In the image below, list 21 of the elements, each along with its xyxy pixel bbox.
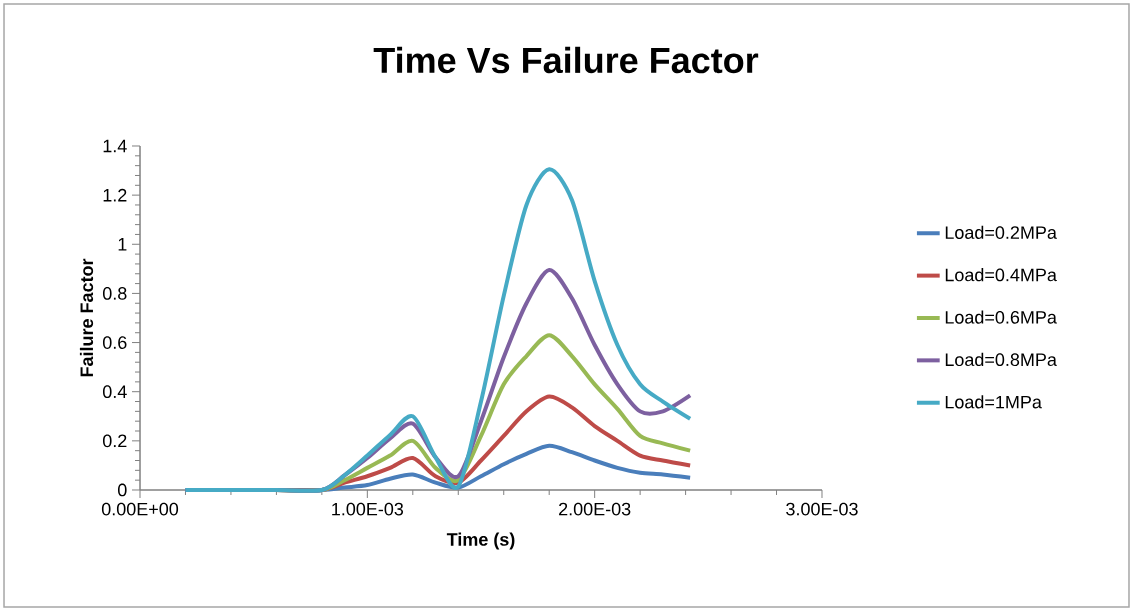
legend-label: Load=0.8MPa (945, 352, 1057, 367)
y-axis-title: Failure Factor (79, 258, 94, 377)
y-tick-label: 0.8 (102, 287, 127, 300)
legend-label: Load=0.2MPa (945, 225, 1057, 239)
x-axis-title: Time (s) (446, 532, 515, 550)
x-tick-label: 1.00E-03 (332, 502, 404, 516)
chart-title: Time Vs Failure Factor (373, 46, 759, 74)
legend-label: Load=0.4MPa (945, 268, 1057, 282)
y-tick-label: 0.6 (102, 336, 127, 349)
x-tick-label: 2.00E-03 (559, 502, 631, 516)
y-tick-label: 1 (118, 238, 127, 251)
y-tick-label: 0.4 (102, 385, 127, 399)
y-tick-label: 0 (118, 483, 127, 497)
line-series (183, 167, 693, 493)
y-tick-label: 1.4 (103, 139, 127, 153)
x-tick-label: 0.00E+00 (101, 502, 179, 516)
legend-label: Load=1MPa (945, 395, 1042, 409)
y-tick-label: 1.2 (103, 188, 127, 202)
legend-label: Load=0.6MPa (945, 310, 1057, 324)
x-tick-label: 3.00E-03 (786, 502, 858, 516)
y-tick-label: 0.2 (102, 434, 127, 448)
